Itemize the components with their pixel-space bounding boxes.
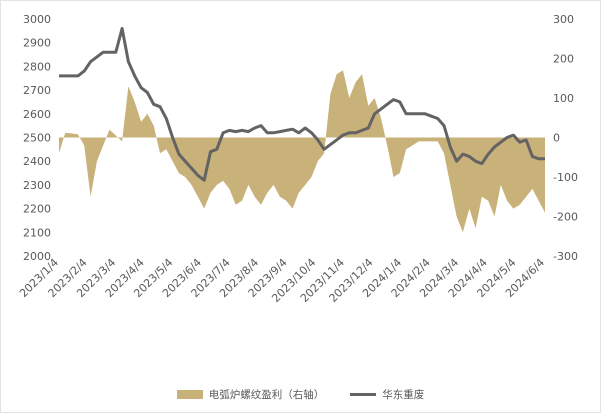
x-axis-ticks: 2023/1/42023/2/42023/3/42023/4/42023/5/4…: [17, 256, 547, 305]
left-tick-label: 2300: [23, 179, 51, 192]
scrap-price-line-layer: [59, 27, 545, 182]
right-tick-label: -200: [553, 211, 578, 224]
legend-item-scrap: 华东重废: [350, 387, 424, 402]
chart-legend: 电弧炉螺纹盈利（右轴） 华东重废: [1, 387, 600, 402]
left-tick-label: 2400: [23, 155, 51, 168]
left-tick-label: 2100: [23, 226, 51, 239]
left-tick-label: 2800: [23, 60, 51, 73]
legend-item-profit: 电弧炉螺纹盈利（右轴）: [176, 387, 325, 402]
right-tick-label: -300: [553, 250, 578, 263]
left-tick-label: 2000: [23, 250, 51, 263]
right-tick-label: 200: [553, 53, 574, 66]
right-tick-label: 100: [553, 92, 574, 105]
legend-swatch-area: [176, 390, 203, 399]
left-tick-label: 2600: [23, 108, 51, 121]
scrap-price-series-line: [59, 27, 545, 182]
legend-label-scrap: 华东重废: [382, 389, 425, 401]
profit-area-series: [59, 70, 545, 233]
right-tick-label: 0: [553, 132, 560, 145]
legend-label-profit: 电弧炉螺纹盈利（右轴）: [208, 389, 325, 401]
left-tick-label: 2500: [23, 132, 51, 145]
left-tick-label: 3000: [23, 13, 51, 26]
left-tick-label: 2900: [23, 37, 51, 50]
left-tick-label: 2700: [23, 84, 51, 97]
right-tick-label: -100: [553, 171, 578, 184]
profit-area-layer: [59, 70, 545, 233]
legend-swatch-line: [350, 393, 377, 396]
right-tick-label: 300: [553, 13, 574, 26]
left-tick-label: 2200: [23, 203, 51, 216]
left-axis-ticks: 2000 2100 2200 2300 2400 2500 2600 2700 2800 2900…: [23, 13, 51, 263]
right-axis-ticks: -300 -200 -100 0 100 200 300: [553, 13, 578, 263]
